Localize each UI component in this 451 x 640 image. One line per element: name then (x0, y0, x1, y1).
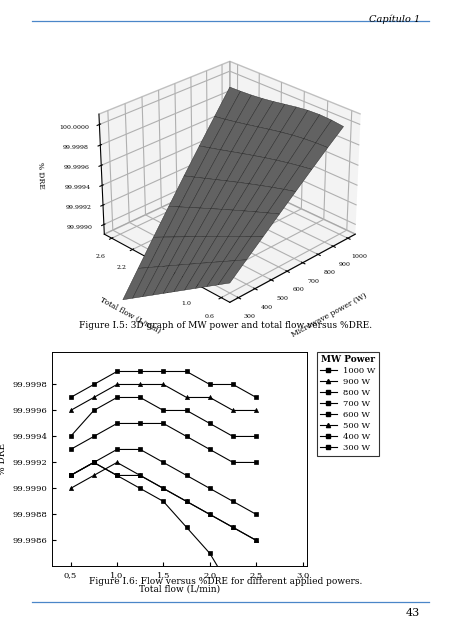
Text: 43: 43 (405, 608, 419, 618)
Legend: 1000 W, 900 W, 800 W, 700 W, 600 W, 500 W, 400 W, 300 W: 1000 W, 900 W, 800 W, 700 W, 600 W, 500 … (316, 352, 378, 456)
X-axis label: Microwave power (W): Microwave power (W) (290, 291, 368, 339)
X-axis label: Total flow (L/min): Total flow (L/min) (139, 585, 220, 594)
Text: Figure I.6: Flow versus %DRE for different applied powers.: Figure I.6: Flow versus %DRE for differe… (89, 577, 362, 586)
Text: Capítulo 1: Capítulo 1 (368, 15, 419, 24)
Y-axis label: % DRE: % DRE (0, 443, 7, 476)
Text: Figure I.5: 3D graph of MW power and total flow versus %DRE.: Figure I.5: 3D graph of MW power and tot… (79, 321, 372, 330)
Y-axis label: Total flow (L/min): Total flow (L/min) (99, 295, 162, 335)
